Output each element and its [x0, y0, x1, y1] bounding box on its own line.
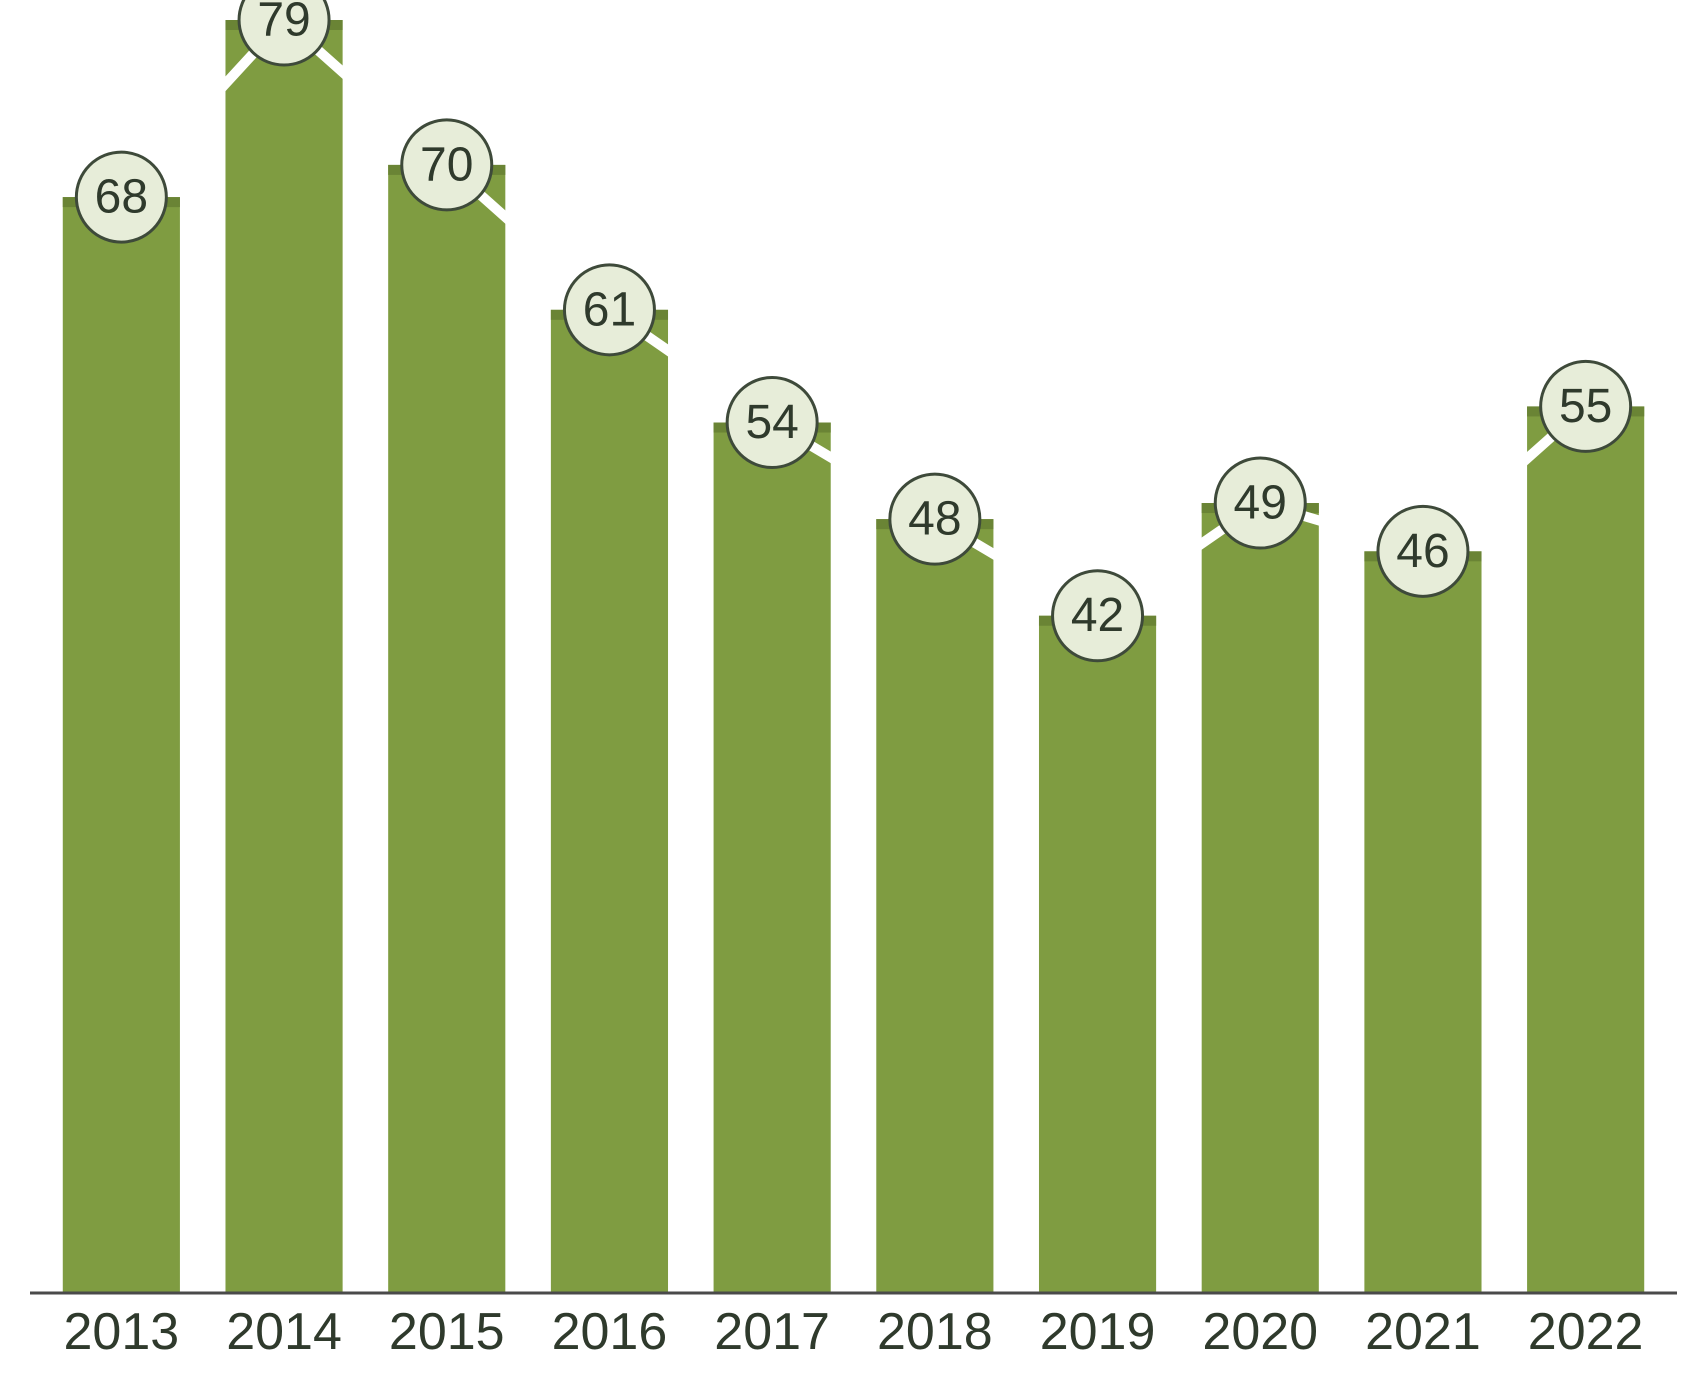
x-tick-label: 2022: [1528, 1303, 1644, 1361]
x-tick-label: 2018: [877, 1303, 993, 1361]
bar-chart: 68 79 70 61 54 48 42 49 46 55 2013 2014 2015 2016 2017…: [0, 0, 1707, 1382]
x-tick-label: 2020: [1202, 1303, 1318, 1361]
x-tick-label: 2017: [714, 1303, 830, 1361]
value-label: 48: [908, 493, 961, 546]
bar: [1202, 503, 1319, 1292]
value-label: 46: [1396, 525, 1449, 578]
x-tick-label: 2015: [389, 1303, 505, 1361]
bar: [1039, 616, 1156, 1292]
x-tick-label: 2016: [552, 1303, 668, 1361]
bar: [714, 423, 831, 1292]
bar: [876, 519, 993, 1292]
value-label: 68: [95, 171, 148, 224]
value-label: 61: [583, 283, 636, 336]
value-label: 49: [1234, 477, 1287, 530]
value-label: 79: [257, 0, 310, 47]
x-tick-label: 2021: [1365, 1303, 1481, 1361]
chart-svg: 68 79 70 61 54 48 42 49 46 55 2013 2014 2015 2016 2017…: [0, 0, 1707, 1382]
bar: [551, 310, 668, 1292]
x-tick-label: 2014: [226, 1303, 342, 1361]
bar: [225, 20, 342, 1292]
value-label: 70: [420, 138, 473, 191]
bar: [63, 197, 180, 1292]
bar: [388, 165, 505, 1292]
value-label: 42: [1071, 589, 1124, 642]
x-tick-label: 2013: [64, 1303, 180, 1361]
bar: [1364, 551, 1481, 1292]
bar: [1527, 406, 1644, 1292]
value-label: 54: [745, 396, 798, 449]
value-label: 55: [1559, 380, 1612, 433]
x-tick-label: 2019: [1040, 1303, 1156, 1361]
